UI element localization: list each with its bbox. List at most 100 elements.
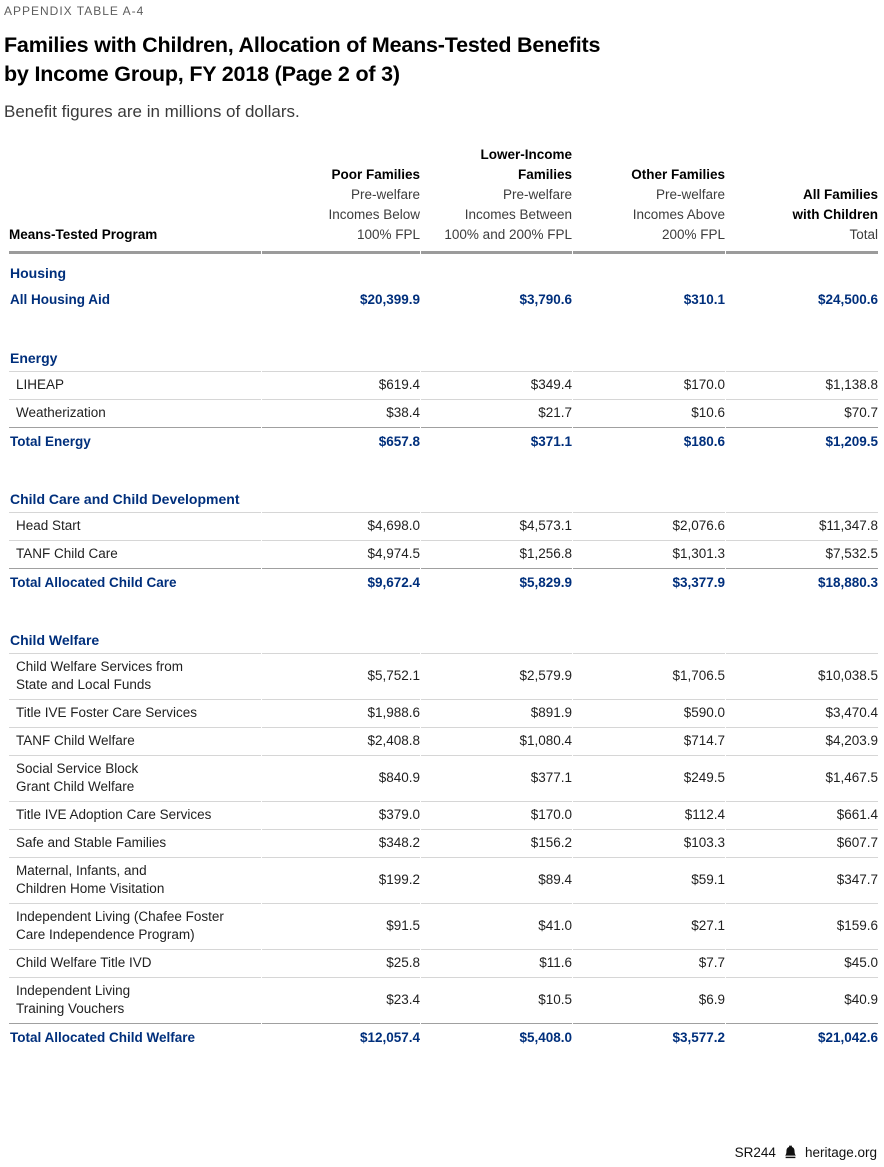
value-cell: $156.2 (421, 828, 572, 857)
program-header-label: Means-Tested Program (9, 227, 158, 242)
program-cell: TANF Child Care (9, 539, 261, 568)
value-cell: $348.2 (262, 828, 420, 857)
program-cell: Weatherization (9, 398, 261, 427)
section-header-row: Housing (9, 254, 878, 286)
table-row: LIHEAP $619.4 $349.4 $170.0 $1,138.8 (9, 370, 878, 399)
value-cell: $11.6 (421, 948, 572, 977)
value-cell: $12,057.4 (262, 1022, 420, 1052)
value-cell: $21.7 (421, 398, 572, 427)
value-cell: $24,500.6 (817, 292, 878, 307)
value-cell: $9,672.4 (262, 567, 420, 597)
value-cell: $2,579.9 (421, 652, 572, 699)
column-title-line: Other Families (631, 167, 725, 182)
table-row: Title IVE Adoption Care Services $379.0 $1… (9, 800, 878, 829)
value-cell: $2,076.6 (573, 511, 725, 540)
program-cell: Child Welfare Services from State and Loc… (9, 652, 261, 699)
value-cell: $23.4 (262, 976, 420, 1023)
column-subtitle-line: 100% and 200% FPL (444, 227, 572, 242)
section-header-label: Child Care and Child Development (10, 490, 240, 507)
value-cell: $10.5 (421, 976, 572, 1023)
program-cell: Maternal, Infants, and Children Home Visi… (9, 856, 261, 903)
program-cell: LIHEAP (9, 370, 261, 399)
value-cell: $7.7 (573, 948, 725, 977)
table-kicker: APPENDIX TABLE A-4 (4, 4, 145, 18)
section-spacer (9, 456, 878, 480)
value-cell: $714.7 (573, 726, 725, 755)
value-cell: $1,467.5 (726, 754, 878, 801)
value-cell: $4,974.5 (262, 539, 420, 568)
program-cell: Title IVE Adoption Care Services (9, 800, 261, 829)
value-cell: $3,577.2 (573, 1022, 725, 1052)
section-spacer (9, 315, 878, 339)
value-cell: $347.7 (726, 856, 878, 903)
column-title-line: All Families (802, 187, 878, 202)
table-body: Housing All Housing Aid $20,399.9 $3,790.6 $… (9, 254, 878, 1052)
column-header-1: Poor Families Pre-welfare Incomes Below 100… (262, 145, 420, 254)
table-row: Independent Living Training Vouchers $23.4… (9, 976, 878, 1023)
page-title-line1: Families with Children, Allocation of Me… (4, 33, 601, 57)
table-row: All Housing Aid $20,399.9 $3,790.6 $310.1 $2… (9, 286, 878, 315)
program-cell: Independent Living Training Vouchers (9, 976, 261, 1023)
benefits-table: Means-Tested Program Poor Families Pre-wel… (8, 145, 879, 1052)
section-header-row: Child Care and Child Development (9, 480, 878, 512)
column-subtitle-line: 200% FPL (661, 227, 725, 242)
table-row: Title IVE Foster Care Services $1,988.6 $8… (9, 698, 878, 727)
value-cell: $249.5 (573, 754, 725, 801)
value-cell: $159.6 (726, 902, 878, 949)
section-header-row: Child Welfare (9, 621, 878, 653)
column-subtitle-line: Incomes Between (464, 207, 572, 222)
value-cell: $27.1 (573, 902, 725, 949)
section-header-label: Child Welfare (10, 631, 100, 648)
column-header-3: Other Families Pre-welfare Incomes Above 20… (573, 145, 725, 254)
value-cell: $1,706.5 (573, 652, 725, 699)
value-cell: $199.2 (262, 856, 420, 903)
site-link[interactable]: heritage.org (804, 1145, 877, 1160)
value-cell: $2,408.8 (262, 726, 420, 755)
column-subtitle-line: 100% FPL (356, 227, 420, 242)
column-title-line: Poor Families (331, 167, 420, 182)
value-cell: $3,470.4 (726, 698, 878, 727)
column-title-line: with Children (792, 207, 879, 222)
value-cell: $45.0 (726, 948, 878, 977)
value-cell: $180.6 (573, 426, 725, 456)
value-cell: $607.7 (726, 828, 878, 857)
value-cell: $112.4 (573, 800, 725, 829)
value-cell: $4,573.1 (421, 511, 572, 540)
table-row: Maternal, Infants, and Children Home Visi… (9, 856, 878, 903)
value-cell: $371.1 (421, 426, 572, 456)
table-row: Total Allocated Child Care $9,672.4 $5,829… (9, 567, 878, 597)
column-title-line: Lower-Income (480, 147, 572, 162)
value-cell: $590.0 (573, 698, 725, 727)
value-cell: $11,347.8 (726, 511, 878, 540)
program-cell: TANF Child Welfare (9, 726, 261, 755)
value-cell: $6.9 (573, 976, 725, 1023)
program-cell: Child Welfare Title IVD (9, 948, 261, 977)
table-row: TANF Child Care $4,974.5 $1,256.8 $1,301.3 $… (9, 539, 878, 568)
column-title-line: Families (517, 167, 572, 182)
column-header-4: All Families with Children Total (726, 145, 878, 254)
header-row: Means-Tested Program Poor Families Pre-wel… (9, 145, 878, 254)
value-cell: $91.5 (262, 902, 420, 949)
section-header-row: Energy (9, 339, 878, 371)
spacer-cell (9, 597, 878, 621)
value-cell: $70.7 (726, 398, 878, 427)
table-row: Social Service Block Grant Child Welfare $… (9, 754, 878, 801)
value-cell: $3,790.6 (519, 292, 572, 307)
value-cell: $21,042.6 (726, 1022, 878, 1052)
liberty-bell-icon (785, 1145, 796, 1159)
table-row: Head Start $4,698.0 $4,573.1 $2,076.6 $11,34… (9, 511, 878, 540)
value-cell: $103.3 (573, 828, 725, 857)
value-cell: $4,203.9 (726, 726, 878, 755)
column-subtitle-line: Total (849, 227, 878, 242)
program-cell: Head Start (9, 511, 261, 540)
page-title: Families with Children, Allocation of Me… (4, 31, 877, 89)
value-cell: $10.6 (573, 398, 725, 427)
value-cell: $1,138.8 (726, 370, 878, 399)
value-cell: $5,752.1 (262, 652, 420, 699)
value-cell: $170.0 (573, 370, 725, 399)
value-cell: $5,829.9 (421, 567, 572, 597)
value-cell: $170.0 (421, 800, 572, 829)
value-cell: $10,038.5 (726, 652, 878, 699)
table-row: Safe and Stable Families $348.2 $156.2 $103… (9, 828, 878, 857)
value-cell: $619.4 (262, 370, 420, 399)
